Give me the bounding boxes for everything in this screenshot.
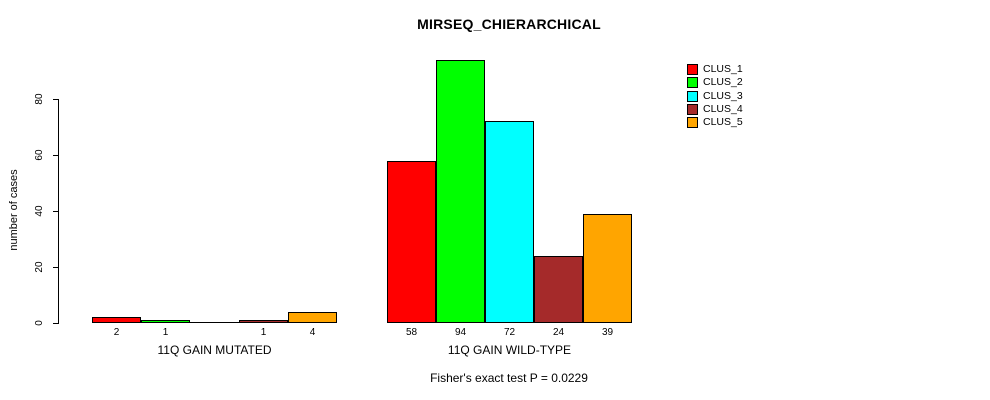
bar-value-label: 24 <box>552 327 565 338</box>
chart-title: MIRSEQ_CHIERARCHICAL <box>417 16 601 32</box>
x-group-label-mutated: 11Q GAIN MUTATED <box>157 343 272 357</box>
bar-clus_5 <box>288 312 337 323</box>
y-tick-label: 60 <box>34 149 45 161</box>
y-tick-label: 20 <box>34 261 45 273</box>
bar-clus_3 <box>190 322 239 323</box>
y-tick <box>53 99 58 100</box>
y-tick <box>53 211 58 212</box>
legend-label: CLUS_3 <box>703 89 743 102</box>
legend-swatch-clus_3 <box>687 90 698 102</box>
y-tick <box>53 323 58 324</box>
bar-clus_1 <box>92 317 141 323</box>
bar-value-label: 58 <box>405 327 418 338</box>
bar-value-label: 39 <box>601 327 614 338</box>
legend-swatch-clus_2 <box>687 77 698 89</box>
bar-value-label: 1 <box>260 327 267 338</box>
y-tick-label: 80 <box>34 93 45 105</box>
bar-clus_5 <box>583 214 632 323</box>
bar-clus_1 <box>387 161 436 323</box>
bar-clus_4 <box>239 320 288 323</box>
bar-clus_2 <box>141 320 190 323</box>
legend-label: CLUS_2 <box>703 76 743 89</box>
bar-value-label: 4 <box>309 327 316 338</box>
legend-swatch-clus_5 <box>687 117 698 129</box>
y-axis-label: number of cases <box>8 169 20 251</box>
bar-clus_2 <box>436 60 485 323</box>
y-tick-label: 40 <box>34 205 45 217</box>
y-tick <box>53 155 58 156</box>
legend-swatch-clus_4 <box>687 103 698 115</box>
y-tick <box>53 267 58 268</box>
legend-label: CLUS_4 <box>703 102 743 115</box>
bar-clus_3 <box>485 121 534 323</box>
x-group-label-wild-type: 11Q GAIN WILD-TYPE <box>447 343 572 357</box>
legend-label: CLUS_5 <box>703 116 743 129</box>
y-tick-label: 0 <box>34 320 45 326</box>
fisher-test-annotation: Fisher's exact test P = 0.0229 <box>430 371 588 385</box>
y-axis-line <box>58 99 59 324</box>
bar-value-label: 1 <box>162 327 169 338</box>
bar-value-label: 94 <box>454 327 467 338</box>
bar-value-label: 72 <box>503 327 516 338</box>
bar-clus_4 <box>534 256 583 323</box>
legend-swatch-clus_1 <box>687 64 698 75</box>
bar-value-label: 2 <box>113 327 120 338</box>
legend-label: CLUS_1 <box>703 63 743 75</box>
